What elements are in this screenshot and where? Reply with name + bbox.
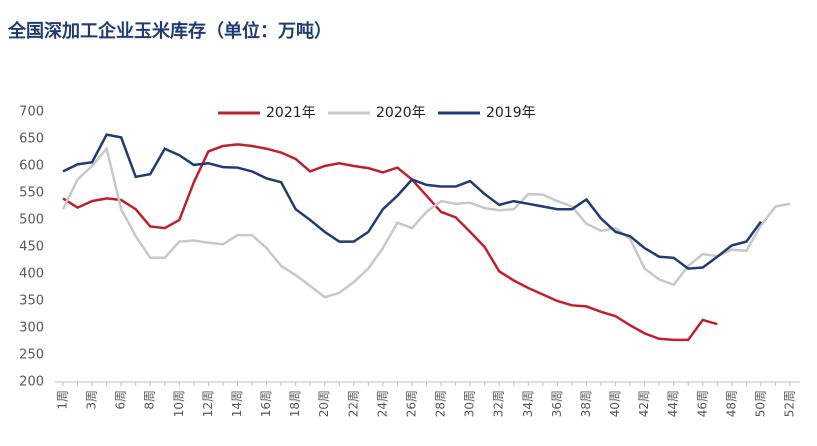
x-tick-label: 38周 xyxy=(579,390,593,417)
x-tick-label: 1周 xyxy=(56,390,70,410)
x-tick-label: 3周 xyxy=(85,390,99,410)
x-tick-label: 40周 xyxy=(608,390,622,417)
y-tick-label: 500 xyxy=(19,213,44,228)
y-tick-label: 200 xyxy=(19,375,44,390)
x-tick-label: 28周 xyxy=(434,390,448,417)
legend-label: 2021年 xyxy=(266,105,316,121)
x-tick-label: 18周 xyxy=(288,390,302,417)
y-tick-label: 650 xyxy=(19,132,44,147)
x-tick-label: 16周 xyxy=(259,390,273,417)
x-tick-label: 36周 xyxy=(550,390,564,417)
y-tick-label: 550 xyxy=(19,186,44,201)
x-tick-label: 8周 xyxy=(143,390,157,410)
x-tick-label: 10周 xyxy=(172,390,186,417)
x-tick-label: 24周 xyxy=(375,390,389,417)
y-tick-label: 600 xyxy=(19,159,44,174)
x-tick-label: 50周 xyxy=(753,390,767,417)
x-tick-label: 22周 xyxy=(346,390,360,417)
x-tick-label: 6周 xyxy=(114,390,128,410)
legend-label: 2020年 xyxy=(376,105,426,121)
x-tick-label: 20周 xyxy=(317,390,331,417)
line-series xyxy=(62,143,718,342)
x-tick-label: 26周 xyxy=(404,390,418,417)
x-tick-label: 42周 xyxy=(637,390,651,417)
y-tick-label: 250 xyxy=(19,348,44,363)
legend-label: 2019年 xyxy=(486,105,536,121)
x-tick-label: 48周 xyxy=(724,390,738,417)
y-tick-label: 450 xyxy=(19,240,44,255)
y-tick-label: 400 xyxy=(19,267,44,282)
x-tick-label: 30周 xyxy=(463,390,477,417)
x-tick-label: 34周 xyxy=(521,390,535,417)
x-tick-label: 52周 xyxy=(783,390,797,417)
x-tick-label: 44周 xyxy=(666,390,680,417)
line-series xyxy=(62,133,762,270)
y-tick-label: 350 xyxy=(19,294,44,309)
line-series xyxy=(61,146,791,299)
x-tick-label: 12周 xyxy=(201,390,215,417)
chart-title: 全国深加工企业玉米库存（单位：万吨） xyxy=(7,20,332,42)
y-tick-label: 700 xyxy=(19,105,44,120)
x-tick-label: 14周 xyxy=(230,390,244,417)
x-tick-label: 46周 xyxy=(695,390,709,417)
x-tick-label: 32周 xyxy=(492,390,506,417)
y-tick-label: 300 xyxy=(19,321,44,336)
